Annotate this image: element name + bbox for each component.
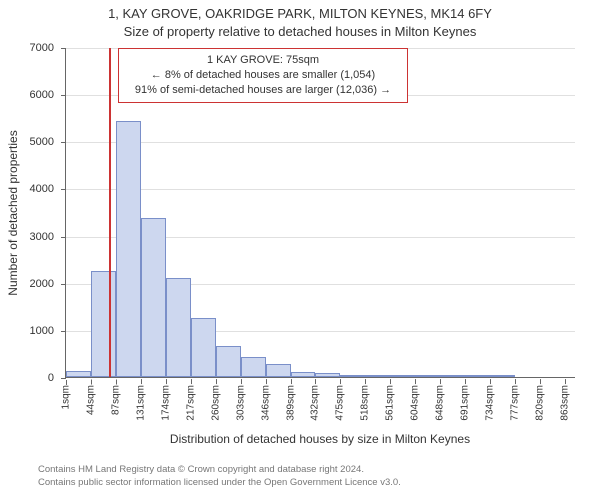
footer-line-1: Contains HM Land Registry data © Crown c…	[38, 464, 401, 477]
histogram-bar	[141, 218, 166, 377]
x-tick: 863sqm	[559, 377, 570, 421]
footer-line-2: Contains public sector information licen…	[38, 477, 401, 490]
histogram-bar	[91, 271, 116, 377]
marker-line	[109, 48, 111, 377]
gridline	[66, 189, 575, 190]
y-tick: 7000	[30, 42, 66, 54]
histogram-bar	[191, 318, 216, 377]
x-tick: 604sqm	[410, 377, 421, 421]
y-tick: 1000	[30, 325, 66, 337]
x-tick: 44sqm	[85, 377, 96, 415]
y-tick: 2000	[30, 278, 66, 290]
histogram-bar	[241, 357, 266, 377]
y-tick: 5000	[30, 136, 66, 148]
annotation-box: 1 KAY GROVE: 75sqm ← 8% of detached hous…	[118, 48, 408, 103]
histogram-bar	[266, 364, 291, 377]
histogram-bar	[216, 346, 241, 377]
x-tick: 303sqm	[235, 377, 246, 421]
x-tick: 389sqm	[285, 377, 296, 421]
y-tick: 6000	[30, 89, 66, 101]
x-tick: 734sqm	[485, 377, 496, 421]
gridline	[66, 142, 575, 143]
chart-container: 1, KAY GROVE, OAKRIDGE PARK, MILTON KEYN…	[0, 0, 600, 500]
y-tick: 3000	[30, 231, 66, 243]
histogram-bar	[166, 278, 191, 377]
x-tick: 1sqm	[61, 377, 72, 409]
x-tick: 820sqm	[535, 377, 546, 421]
annotation-line-1: 1 KAY GROVE: 75sqm	[129, 53, 397, 68]
x-tick: 174sqm	[160, 377, 171, 421]
x-tick: 87sqm	[110, 377, 121, 415]
x-tick: 475sqm	[335, 377, 346, 421]
x-tick: 346sqm	[260, 377, 271, 421]
histogram-bar	[116, 121, 141, 377]
chart-title-sub: Size of property relative to detached ho…	[0, 24, 600, 39]
footer-attribution: Contains HM Land Registry data © Crown c…	[38, 464, 401, 490]
annotation-line-3: 91% of semi-detached houses are larger (…	[129, 83, 397, 98]
x-tick: 648sqm	[435, 377, 446, 421]
chart-title-main: 1, KAY GROVE, OAKRIDGE PARK, MILTON KEYN…	[0, 6, 600, 21]
x-tick: 561sqm	[385, 377, 396, 421]
y-axis-label: Number of detached properties	[6, 130, 20, 295]
x-tick: 518sqm	[360, 377, 371, 421]
x-tick: 432sqm	[310, 377, 321, 421]
x-tick: 260sqm	[210, 377, 221, 421]
x-axis-label: Distribution of detached houses by size …	[65, 432, 575, 446]
x-tick: 691sqm	[460, 377, 471, 421]
x-tick: 217sqm	[185, 377, 196, 421]
x-tick: 131sqm	[135, 377, 146, 421]
x-tick: 777sqm	[510, 377, 521, 421]
y-tick: 4000	[30, 183, 66, 195]
annotation-line-2: ← 8% of detached houses are smaller (1,0…	[129, 68, 397, 83]
